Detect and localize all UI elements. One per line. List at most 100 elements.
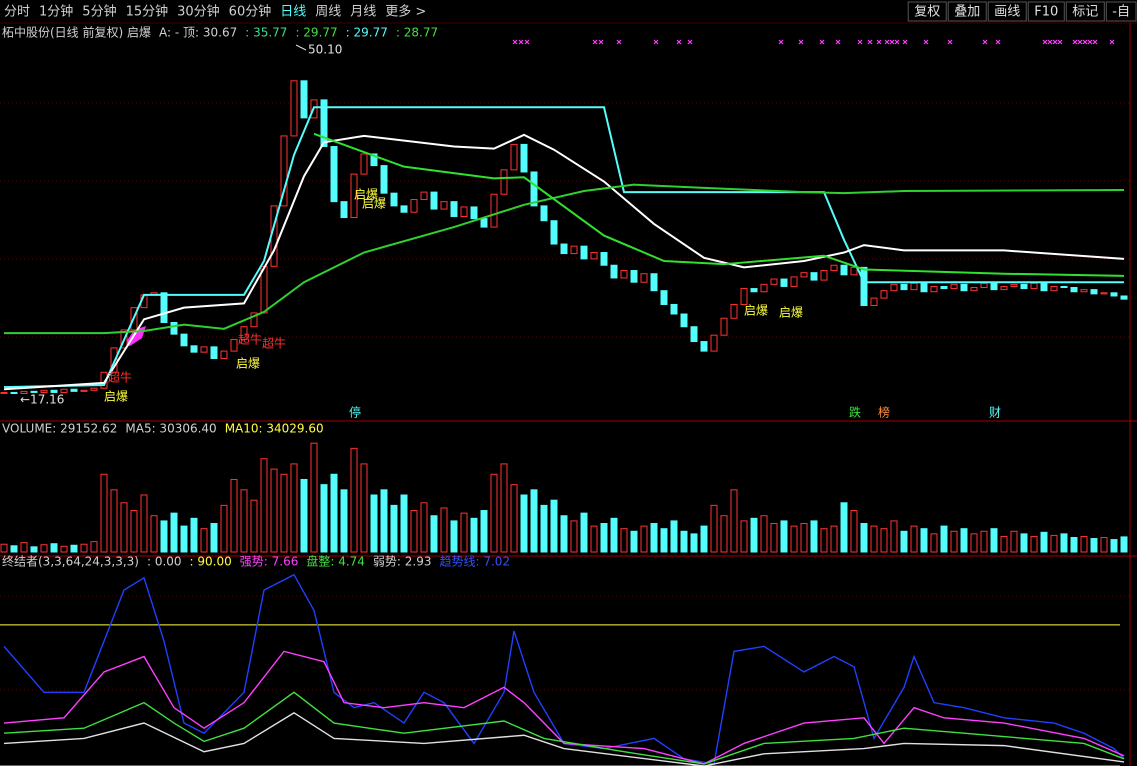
volume-bar <box>1120 536 1128 553</box>
toolbar-button[interactable]: 复权 <box>914 4 940 20</box>
candle <box>990 282 998 291</box>
volume-bar <box>880 528 888 553</box>
volume-bar <box>710 504 718 553</box>
volume-bar <box>350 447 358 553</box>
candle <box>230 338 238 352</box>
signal-label: 停 <box>349 405 361 420</box>
volume-bar <box>700 525 708 553</box>
volume-bar <box>380 489 388 553</box>
header-segment: 盘整: 4.74 <box>306 554 365 569</box>
toolbar-button[interactable]: -自 <box>1112 5 1130 20</box>
volume-bar <box>420 502 428 553</box>
candle <box>1110 292 1118 297</box>
volume-bar <box>620 528 628 553</box>
candle <box>740 288 748 305</box>
candle <box>590 252 598 260</box>
toolbar-button[interactable]: F10 <box>1034 5 1058 20</box>
candle <box>50 389 58 393</box>
period-tab[interactable]: 日线 <box>280 5 306 20</box>
signal-label: 启爆 <box>354 188 378 202</box>
candle <box>890 283 898 292</box>
button-frame <box>947 1 987 22</box>
candle <box>1100 292 1108 295</box>
period-tab[interactable]: 15分钟 <box>126 4 169 20</box>
volume-bar <box>100 473 108 553</box>
toolbar-button[interactable]: 标记 <box>1072 5 1098 20</box>
volume-bar <box>440 507 448 553</box>
signal-marker <box>616 39 622 45</box>
volume-bar <box>840 502 848 553</box>
candle <box>850 266 858 276</box>
candle <box>1060 285 1068 289</box>
period-tab[interactable]: 1分钟 <box>39 4 73 20</box>
period-tab[interactable]: 更多 > <box>385 4 426 20</box>
candle <box>870 297 878 307</box>
volume-bar <box>400 494 408 553</box>
volume-bar <box>670 520 678 553</box>
volume-bar <box>0 543 8 553</box>
candle <box>1020 283 1028 290</box>
volume-bar <box>320 484 328 553</box>
volume-bar <box>830 525 838 553</box>
volume-bar <box>870 525 878 553</box>
header-segment: MA10: 34029.60 <box>225 422 324 436</box>
volume-bar <box>920 528 928 553</box>
period-tab[interactable]: 分时 <box>4 5 30 20</box>
volume-bar <box>980 530 988 553</box>
header-segment: 弱势: 2.93 <box>373 555 432 569</box>
volume-bar <box>300 478 308 553</box>
volume-bar <box>10 545 18 553</box>
candle <box>70 388 78 392</box>
signal-marker <box>598 39 604 45</box>
volume-bar <box>290 463 298 553</box>
volume-bar <box>450 520 458 553</box>
candle <box>30 390 38 393</box>
signal-marker <box>1109 39 1115 45</box>
candle <box>760 283 768 293</box>
candle <box>250 312 258 328</box>
volume-bar <box>570 520 578 553</box>
toolbar-button[interactable]: 叠加 <box>954 5 980 20</box>
candle <box>880 290 888 299</box>
candle <box>240 326 248 340</box>
candle <box>330 146 338 203</box>
candle <box>470 206 478 220</box>
volume-bar <box>200 528 208 553</box>
signal-marker <box>1082 39 1088 45</box>
candle <box>770 278 778 285</box>
toolbar-button[interactable]: 画线 <box>994 5 1020 20</box>
candle <box>320 99 328 148</box>
low-label: ←17.16 <box>20 393 64 407</box>
volume-bar <box>1070 536 1078 553</box>
volume-bar <box>660 528 668 553</box>
candle <box>90 387 98 391</box>
volume-bar <box>90 541 98 553</box>
period-tab[interactable]: 5分钟 <box>82 4 116 20</box>
candle <box>550 220 558 245</box>
volume-bar <box>140 494 148 553</box>
candle <box>1030 282 1038 290</box>
period-tab[interactable]: 周线 <box>315 5 341 20</box>
period-tab[interactable]: 30分钟 <box>177 4 220 20</box>
candle <box>20 390 28 395</box>
volume-bar <box>1030 535 1038 553</box>
candle <box>700 341 708 352</box>
candle <box>900 283 908 291</box>
volume-bar <box>30 546 38 553</box>
volume-bar <box>410 510 418 553</box>
candle <box>280 135 288 207</box>
candle <box>400 205 408 213</box>
signal-marker <box>995 39 1001 45</box>
candle <box>220 350 228 360</box>
header-segment: MA5: 30306.40 <box>125 422 216 436</box>
signal-marker <box>592 39 598 45</box>
period-tab[interactable]: 月线 <box>350 5 376 20</box>
signal-marker <box>902 39 908 45</box>
volume-bar <box>280 473 288 553</box>
candle <box>620 270 628 279</box>
signal-label: 超牛 <box>262 336 286 351</box>
period-tab[interactable]: 60分钟 <box>229 4 272 20</box>
volume-bar <box>210 523 218 553</box>
volume-bar <box>990 528 998 553</box>
